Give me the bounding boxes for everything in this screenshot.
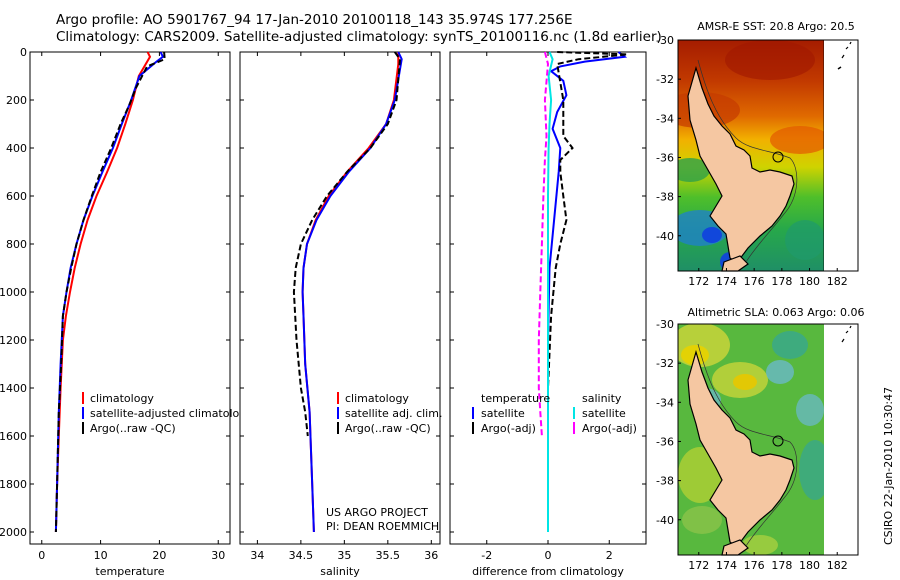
- x-tick-label: 34.5: [289, 549, 314, 562]
- map-lat-label: -36: [656, 151, 674, 164]
- south-island-land: [721, 539, 749, 556]
- legend-sal-argo-diff: Argo(-adj): [582, 422, 637, 435]
- x-tick-label: 20: [152, 549, 166, 562]
- depth-tick-label: 0: [20, 46, 27, 59]
- map-lon-label: 174: [716, 559, 737, 572]
- difference-xlabel: difference from climatology: [472, 565, 624, 578]
- sla-map: Altimetric SLA: 0.063 Argo: 0.06 172 174 1…: [656, 306, 864, 572]
- legend-salinity-header: salinity: [582, 392, 622, 405]
- bathymetry-contour: [697, 343, 798, 547]
- map-lon-label: 176: [744, 559, 765, 572]
- map-lat-label: -30: [656, 34, 674, 47]
- series-argo-raw-qc-: [54, 51, 166, 533]
- map-lat-label: -36: [656, 435, 674, 448]
- legend-temp-argo: Argo(-adj): [481, 422, 536, 435]
- legend-sal-argo: Argo(..raw -QC): [345, 422, 431, 435]
- depth-tick-label: 200: [6, 94, 27, 107]
- map-lon-label: 174: [716, 275, 737, 288]
- x-tick-label: 35: [337, 549, 351, 562]
- series-salinity-satellite: [547, 51, 554, 532]
- map-lon-label: 172: [688, 559, 709, 572]
- x-tick-label: 0: [38, 549, 45, 562]
- series-temperature-argo-adj-: [547, 51, 628, 436]
- legend-sal-satellite: satellite adj. clim.: [345, 407, 442, 420]
- map-lon-label: 182: [827, 275, 848, 288]
- north-island-land: [687, 65, 795, 263]
- map-lat-label: -30: [656, 318, 674, 331]
- sla-map-title: Altimetric SLA: 0.063 Argo: 0.06: [687, 306, 864, 319]
- depth-tick-label: 400: [6, 142, 27, 155]
- map-lat-label: -34: [656, 396, 674, 409]
- series-satellite-adj-clim-: [301, 51, 403, 533]
- sst-map-title: AMSR-E SST: 20.8 Argo: 20.5: [697, 20, 855, 33]
- legend-sal-satellite-diff: satellite: [582, 407, 626, 420]
- map-lat-label: -32: [656, 357, 674, 370]
- temperature-panel: 0 200 400 600 800 1000 1200 1400 1600 1800 2000 0 1…: [0, 46, 253, 578]
- salinity-axes: [239, 51, 441, 545]
- map-lon-label: 178: [771, 275, 792, 288]
- argo-position-marker-sla: [772, 435, 784, 447]
- legend-argo-raw: Argo(..raw -QC): [90, 422, 176, 435]
- map-lon-label: 172: [688, 275, 709, 288]
- temperature-legend: climatology satellite-adjusted climatolo…: [82, 392, 253, 435]
- map-lon-label: 180: [799, 559, 820, 572]
- sst-map: AMSR-E SST: 20.8 Argo: 20.5 172 174 176 178…: [656, 20, 859, 288]
- map-lon-label: 178: [771, 559, 792, 572]
- difference-panel: -2 0 2 difference from climatology tempera…: [449, 51, 647, 578]
- salinity-legend: climatology satellite adj. clim. Argo(..…: [337, 392, 442, 435]
- islands-sla: [841, 325, 852, 343]
- x-tick-label: -2: [481, 549, 492, 562]
- salinity-xlabel: salinity: [320, 565, 360, 578]
- legend-climatology: climatology: [90, 392, 154, 405]
- project-annotation: US ARGO PROJECT: [326, 506, 428, 519]
- map-lon-label: 182: [827, 559, 848, 572]
- depth-tick-label: 800: [6, 238, 27, 251]
- depth-tick-label: 2000: [0, 526, 27, 539]
- x-tick-label: 2: [606, 549, 613, 562]
- islands-sst: [837, 41, 852, 70]
- legend-temperature-header: temperature: [481, 392, 550, 405]
- x-tick-label: 35.5: [376, 549, 401, 562]
- x-tick-label: 30: [211, 549, 225, 562]
- map-lat-label: -34: [656, 112, 674, 125]
- x-tick-label: 34: [250, 549, 264, 562]
- south-island-land: [721, 255, 749, 272]
- map-lon-label: 176: [744, 275, 765, 288]
- difference-legend: temperature satellite Argo(-adj) salinit…: [472, 392, 637, 435]
- depth-tick-label: 600: [6, 190, 27, 203]
- legend-sal-climatology: climatology: [345, 392, 409, 405]
- depth-tick-label: 1200: [0, 334, 27, 347]
- depth-tick-label: 1600: [0, 430, 27, 443]
- x-tick-label: 0: [545, 549, 552, 562]
- x-tick-label: 10: [94, 549, 108, 562]
- temperature-axes: [29, 51, 231, 545]
- map-lat-label: -38: [656, 191, 674, 204]
- map-lat-label: -32: [656, 73, 674, 86]
- figure-title-line1: Argo profile: AO 5901767_94 17-Jan-2010 …: [56, 12, 573, 28]
- pi-annotation: PI: DEAN ROEMMICH: [326, 520, 439, 533]
- map-lat-label: -38: [656, 475, 674, 488]
- figure-title-line2: Climatology: CARS2009. Satellite-adjuste…: [56, 29, 662, 45]
- bathymetry-contour: [697, 59, 798, 263]
- map-lat-label: -40: [656, 514, 674, 527]
- argo-position-marker-sst: [772, 151, 784, 163]
- map-lon-label: 180: [799, 275, 820, 288]
- depth-tick-label: 1800: [0, 478, 27, 491]
- legend-temp-satellite: satellite: [481, 407, 525, 420]
- temperature-xlabel: temperature: [95, 565, 164, 578]
- x-tick-label: 36: [424, 549, 438, 562]
- depth-tick-label: 1400: [0, 382, 27, 395]
- legend-satellite-adjusted: satellite-adjusted climatology: [90, 407, 253, 420]
- depth-tick-label: 1000: [0, 286, 27, 299]
- map-lat-label: -40: [656, 230, 674, 243]
- salinity-panel: 34 34.5 35 35.5 36 salinity climatology sate…: [239, 51, 442, 578]
- north-island-land: [687, 349, 795, 547]
- series-argo-raw-qc-: [292, 51, 402, 437]
